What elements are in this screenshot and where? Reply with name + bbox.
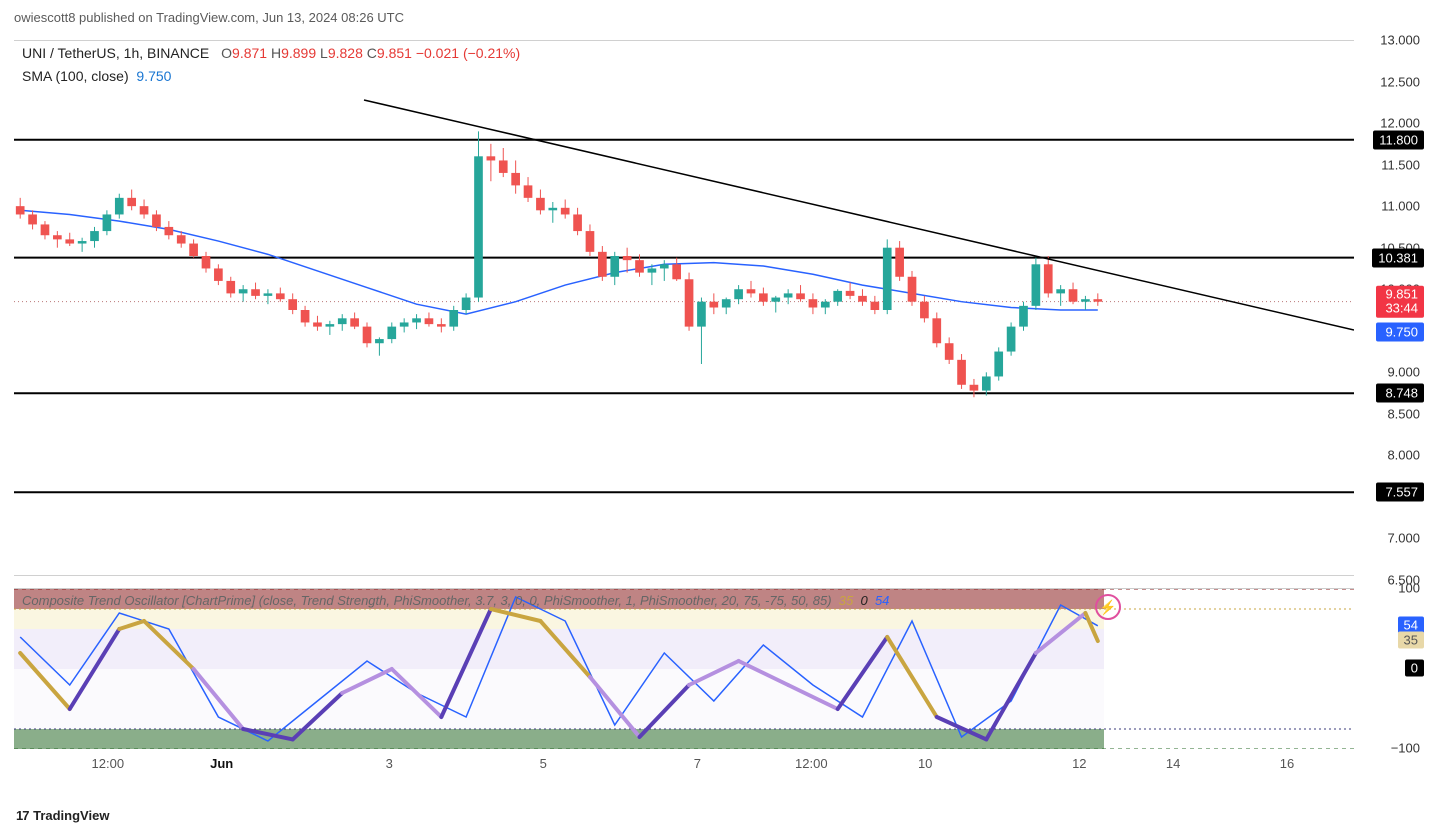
y-axis-tick: 12.500	[1380, 74, 1420, 89]
oscillator-badge: 35	[1398, 632, 1424, 649]
y-axis-tick: 8.500	[1387, 406, 1420, 421]
time-x-axis[interactable]: 12:00 Jun 3 5 7 12:00 10 12 14 16	[14, 756, 1354, 780]
y-axis-tick: 9.000	[1387, 365, 1420, 380]
level-badge: 8.748	[1376, 384, 1424, 403]
x-axis-tick: 12	[1072, 756, 1086, 771]
oscillator-panel[interactable]: Composite Trend Oscillator [ChartPrime] …	[14, 588, 1354, 748]
current-price-badge: 9.85133:44	[1376, 285, 1424, 318]
level-badge: 7.557	[1376, 483, 1424, 502]
oscillator-title: Composite Trend Oscillator [ChartPrime] …	[22, 593, 889, 608]
price-y-axis[interactable]: 6.5007.0007.5008.0008.5009.0009.50010.00…	[1356, 40, 1426, 580]
y-axis-tick: 7.000	[1387, 531, 1420, 546]
x-axis-tick: 12:00	[92, 756, 125, 771]
x-axis-tick: 10	[918, 756, 932, 771]
y-axis-tick: 11.500	[1381, 157, 1420, 172]
x-axis-tick: 12:00	[795, 756, 828, 771]
sma-badge: 9.750	[1376, 323, 1424, 342]
y-axis-tick: 8.000	[1387, 448, 1420, 463]
y-axis-tick: 13.000	[1380, 33, 1420, 48]
oscillator-y-axis[interactable]: 10054350−100	[1356, 588, 1426, 748]
lightning-icon: ⚡	[1095, 594, 1121, 620]
y-axis-tick: 11.000	[1381, 199, 1420, 214]
chart-border	[14, 40, 1354, 576]
oscillator-badge: 0	[1405, 660, 1424, 677]
x-axis-tick: 3	[386, 756, 393, 771]
tradingview-brand: 17 TradingView	[16, 808, 109, 823]
y-axis-tick: 12.000	[1380, 116, 1420, 131]
main-price-chart[interactable]	[14, 40, 1354, 580]
oscillator-svg	[14, 589, 1354, 749]
x-axis-tick: 14	[1166, 756, 1180, 771]
x-axis-tick: Jun	[210, 756, 233, 771]
x-axis-tick: 7	[694, 756, 701, 771]
oscillator-badge: 100	[1398, 581, 1420, 596]
oscillator-badge: −100	[1391, 741, 1420, 756]
publish-info: owiescott8 published on TradingView.com,…	[14, 10, 404, 25]
level-badge: 11.800	[1373, 130, 1424, 149]
level-badge: 10.381	[1372, 248, 1424, 267]
x-axis-tick: 16	[1280, 756, 1294, 771]
x-axis-tick: 5	[540, 756, 547, 771]
